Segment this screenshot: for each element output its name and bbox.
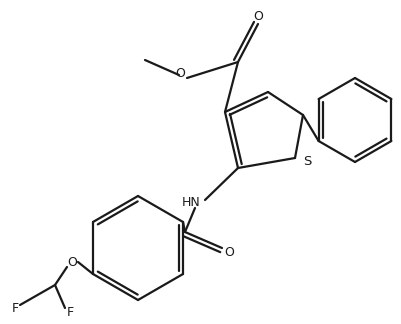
Text: S: S	[302, 156, 310, 168]
Text: F: F	[11, 303, 18, 316]
Text: O: O	[253, 9, 262, 22]
Text: F: F	[66, 306, 73, 318]
Text: HN: HN	[181, 196, 200, 210]
Text: O: O	[223, 247, 233, 260]
Text: O: O	[67, 256, 77, 269]
Text: O: O	[174, 67, 184, 80]
